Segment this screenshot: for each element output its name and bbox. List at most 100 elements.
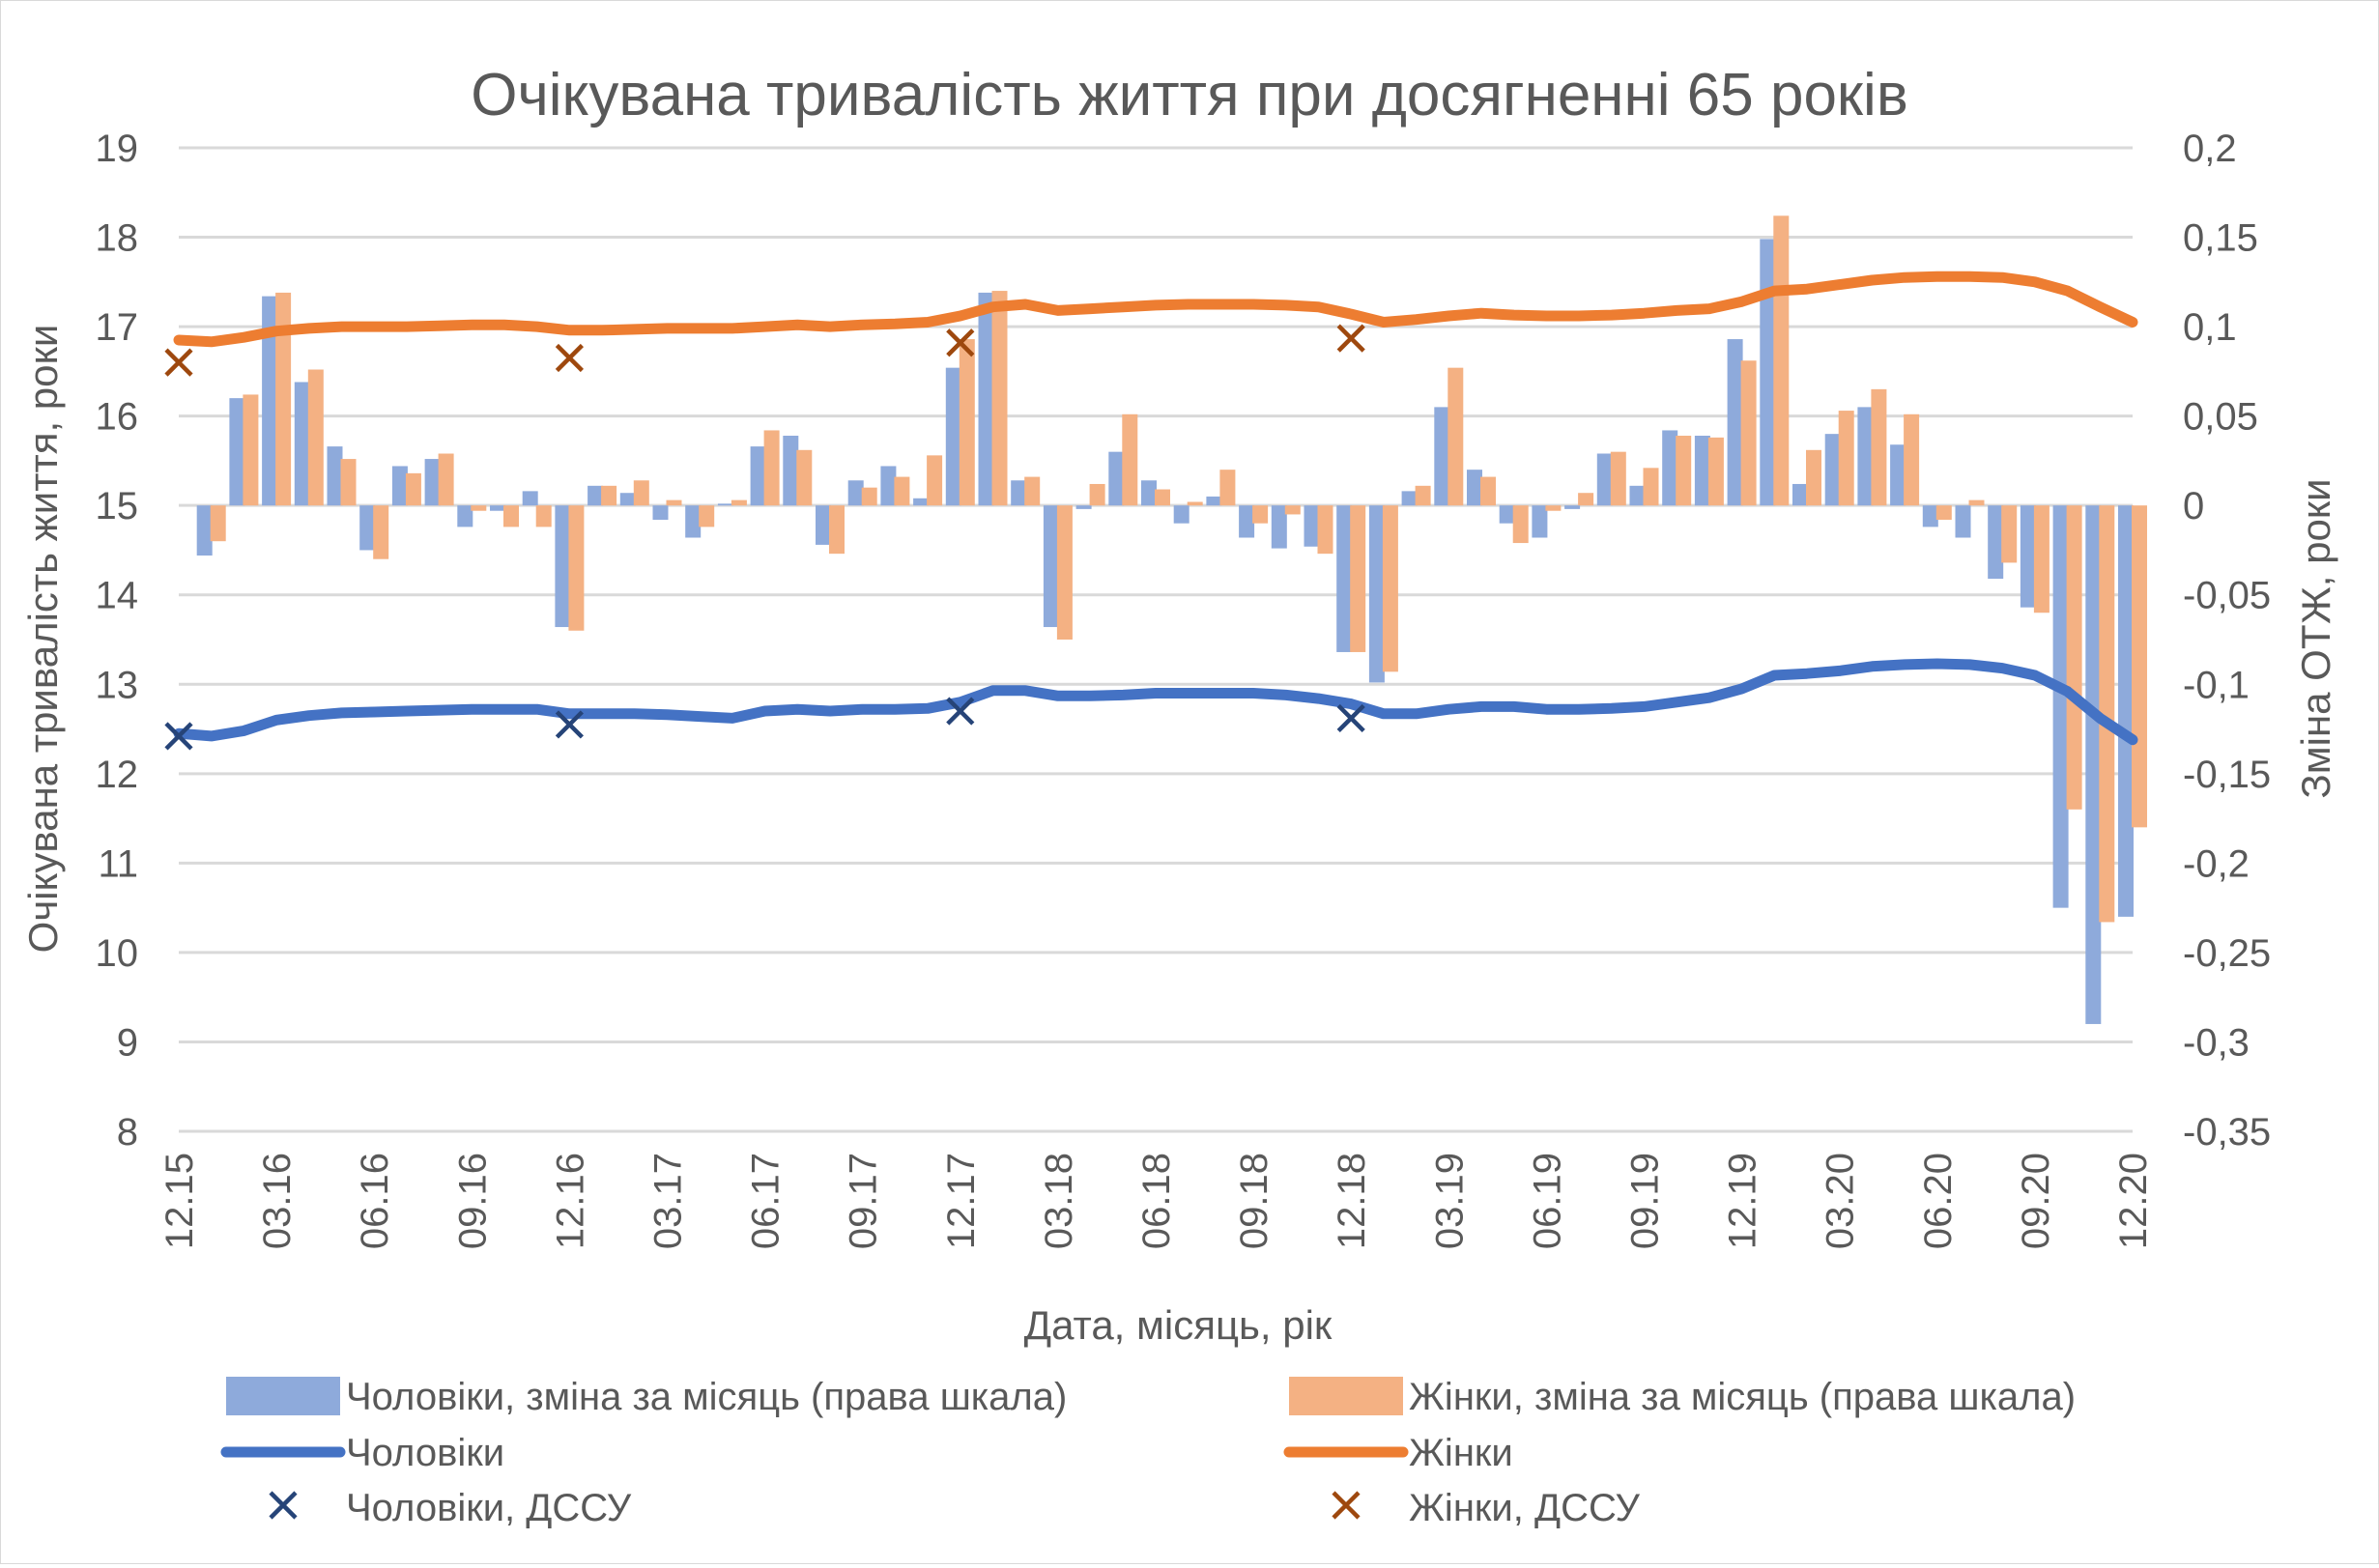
x-tick-label: 06.18: [1135, 1153, 1178, 1249]
bar-men-change: [1694, 435, 1710, 506]
bar-men-change: [294, 382, 310, 506]
bar-men-change: [1824, 434, 1841, 506]
x-tick-label: 03.17: [647, 1153, 690, 1249]
bar-women-change: [927, 455, 943, 506]
x-tick-label: 06.19: [1526, 1153, 1568, 1249]
x-tick-label: 12.15: [158, 1153, 201, 1249]
y-tick-label: 18: [96, 217, 139, 260]
bar-men-change: [588, 485, 604, 506]
bar-men-change: [717, 503, 733, 506]
legend-swatch-bar: [226, 1377, 340, 1415]
x-tick-label: 09.16: [451, 1153, 494, 1249]
y-axis-right-label: Зміна ОТЖ, роки: [2293, 478, 2338, 798]
bar-men-change: [1368, 505, 1385, 683]
bar-men-change: [783, 435, 799, 506]
y-tick-label: 8: [117, 1111, 138, 1154]
y-tick-label: 13: [96, 664, 139, 706]
bar-women-change: [1643, 468, 1659, 506]
bar-men-change: [1075, 505, 1092, 509]
y-right-tick-label: -0,05: [2183, 575, 2271, 617]
x-tick-label: 12.16: [549, 1153, 591, 1249]
bar-men-change: [1532, 505, 1548, 538]
bar-women-change: [1284, 505, 1301, 515]
bar-men-change: [1857, 407, 1874, 506]
y-tick-label: 9: [117, 1021, 138, 1064]
bar-women-change: [373, 505, 389, 559]
bar-men-change: [1596, 453, 1613, 506]
marker-men-dssu: [164, 722, 193, 751]
bar-men-change: [424, 459, 441, 506]
x-tick-label: 03.19: [1428, 1153, 1471, 1249]
bar-men-change: [2020, 505, 2036, 608]
bar-women-change: [633, 480, 649, 506]
bar-women-change: [894, 476, 910, 506]
x-tick-label: 09.20: [2015, 1153, 2057, 1249]
y-tick-label: 17: [96, 306, 139, 349]
bar-women-change: [1806, 449, 1821, 506]
x-tick-label: 09.17: [843, 1153, 885, 1249]
bar-women-change: [535, 505, 552, 527]
bar-men-change: [1499, 505, 1515, 524]
y-right-tick-label: -0,2: [2183, 842, 2250, 885]
legend-swatch-bar: [1289, 1377, 1403, 1415]
bar-women-change: [796, 449, 813, 506]
bar-men-change: [1401, 491, 1418, 506]
bar-women-change: [1122, 413, 1138, 506]
bar-women-change: [471, 505, 487, 511]
bar-men-change: [816, 505, 831, 545]
bar-men-change: [945, 367, 961, 506]
bar-men-change: [490, 505, 505, 511]
y-right-tick-label: -0,1: [2183, 664, 2250, 706]
legend-label: Чоловіки: [346, 1432, 504, 1474]
bar-women-change: [1252, 505, 1269, 524]
bar-men-change: [1760, 239, 1776, 506]
bar-women-change: [438, 453, 454, 506]
bar-men-change: [880, 466, 897, 506]
bar-men-change: [619, 493, 636, 506]
bar-women-change: [731, 499, 747, 506]
x-tick-label: 09.18: [1233, 1153, 1275, 1249]
bar-women-change: [829, 505, 845, 555]
bar-women-change: [1578, 493, 1594, 506]
legend: Чоловіки, зміна за місяць (права шкала) Ж…: [220, 1376, 2076, 1529]
bar-women-change: [1740, 360, 1757, 506]
y-tick-label: 11: [98, 842, 138, 885]
bar-men-change: [391, 466, 408, 506]
bar-women-change: [2001, 505, 2018, 563]
bar-men-change: [327, 446, 343, 506]
bar-women-change: [763, 430, 780, 506]
legend-swatch-marker: [1332, 1491, 1361, 1520]
bar-men-change: [1922, 505, 1938, 527]
bar-men-change: [522, 491, 538, 506]
y-axis-label: Очікувана тривалість життя, роки: [20, 325, 66, 954]
bar-men-change: [1988, 505, 2004, 580]
x-tick-label: 03.20: [1820, 1153, 1862, 1249]
marker-men-dssu: [946, 697, 975, 726]
x-tick-label: 12.20: [2112, 1153, 2155, 1249]
bar-women-change: [1382, 505, 1398, 672]
bar-women-change: [1350, 505, 1366, 652]
y-right-tick-label: 0: [2183, 485, 2204, 527]
x-tick-label: 03.18: [1038, 1153, 1080, 1249]
y-tick-label: 15: [96, 485, 139, 527]
legend-label: Чоловіки, зміна за місяць (права шкала): [346, 1376, 1067, 1418]
x-tick-label: 09.19: [1624, 1153, 1667, 1249]
bar-women-change: [1676, 435, 1692, 506]
marker-women-dssu: [1336, 324, 1365, 353]
x-tick-label: 12.19: [1722, 1153, 1764, 1249]
bar-men-change: [1011, 480, 1027, 506]
bar-women-change: [1871, 388, 1887, 506]
bar-women-change: [1610, 451, 1626, 506]
x-tick-label: 06.16: [354, 1153, 396, 1249]
y-right-tick-label: -0,15: [2183, 754, 2271, 796]
bar-women-change: [1968, 499, 1985, 506]
bar-men-change: [196, 505, 213, 556]
bar-men-change: [2085, 505, 2102, 1024]
line-men: [173, 658, 2138, 746]
legend-swatch-marker: [269, 1491, 298, 1520]
bar-women-change: [1904, 413, 1920, 506]
bar-men-change: [652, 505, 669, 520]
bar-men-change: [1271, 505, 1287, 549]
bar-women-change: [2066, 505, 2082, 810]
